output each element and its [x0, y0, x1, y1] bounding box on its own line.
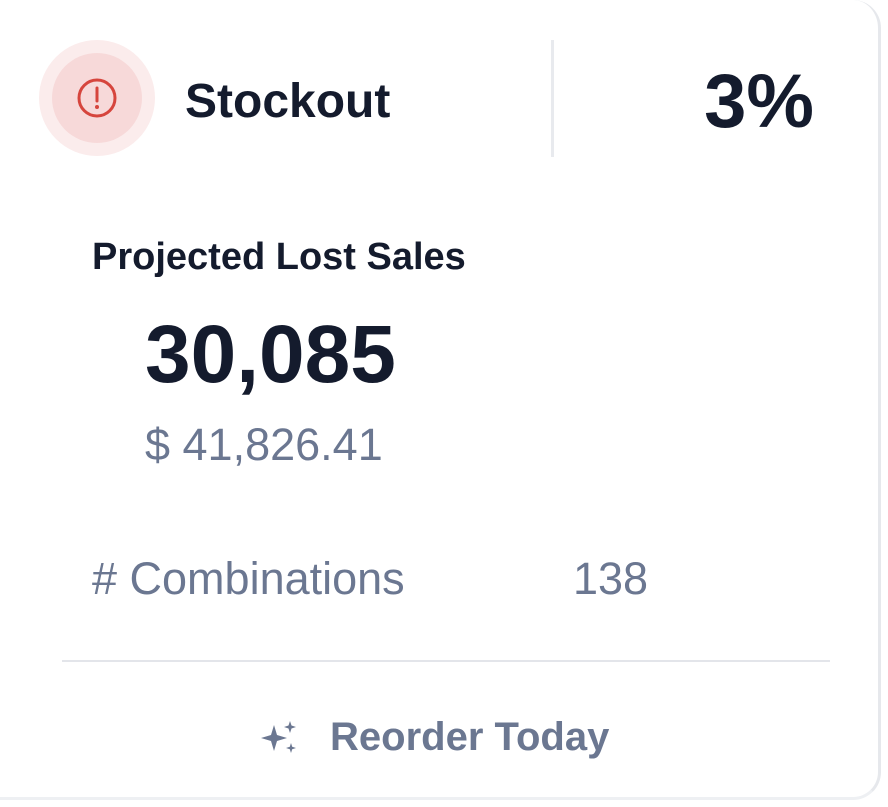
alert-icon: [39, 40, 155, 156]
divider: [551, 40, 554, 157]
card-title: Stockout: [185, 75, 391, 128]
lost-sales-amount: $ 41,826.41: [145, 419, 383, 470]
combinations-value: 138: [573, 553, 649, 604]
lost-sales-units: 30,085: [145, 309, 396, 400]
combinations-label: # Combinations: [92, 553, 405, 604]
separator: [62, 660, 830, 662]
lost-sales-label: Projected Lost Sales: [92, 236, 466, 278]
sparkle-icon: [261, 721, 296, 753]
reorder-label: Reorder Today: [330, 715, 610, 759]
stockout-percent: 3%: [704, 59, 814, 144]
reorder-button[interactable]: Reorder Today: [255, 705, 645, 765]
